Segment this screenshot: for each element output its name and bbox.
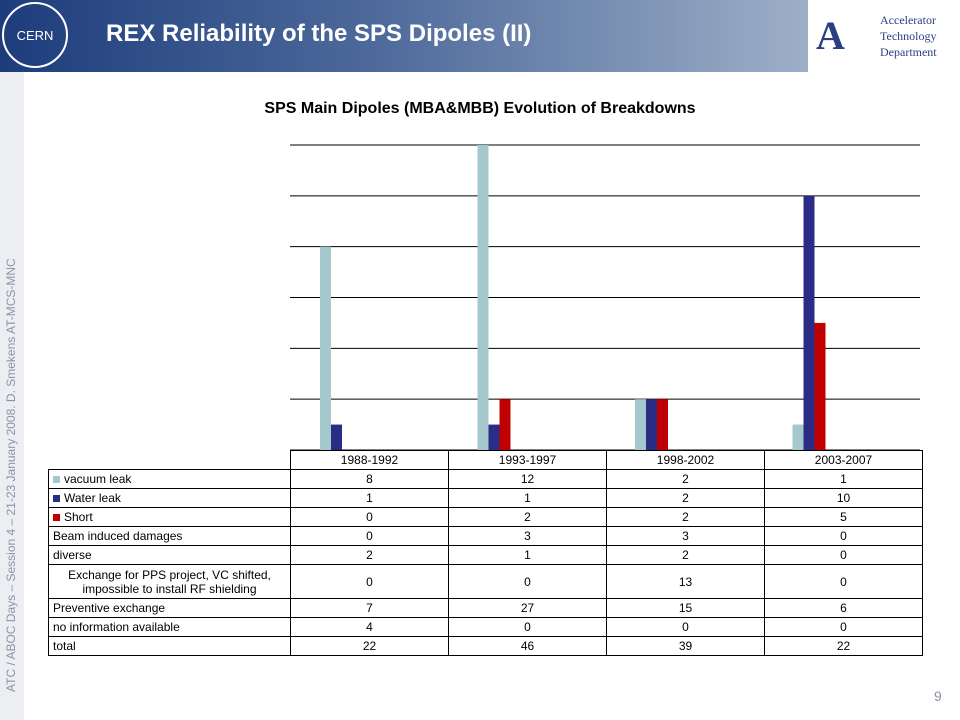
legend-swatch — [53, 495, 60, 502]
bar — [635, 399, 646, 450]
category-label: 1998-2002 — [606, 450, 765, 470]
row-label-cell: Beam induced damages — [48, 526, 291, 546]
table-header: 1988-1992 1993-1997 1998-2002 2003-2007 — [48, 450, 923, 470]
table-value: 2 — [290, 545, 449, 565]
table-value: 0 — [290, 564, 449, 599]
page-number: 9 — [934, 688, 942, 704]
row-label-cell: vacuum leak — [48, 469, 291, 489]
department-name: Accelerator Technology Department — [880, 13, 937, 59]
legend-label: vacuum leak — [64, 472, 132, 486]
category-label: 2003-2007 — [764, 450, 923, 470]
department-logo: A Accelerator Technology Department — [808, 0, 960, 72]
legend-label: Water leak — [64, 491, 121, 505]
legend-label: Beam induced damages — [53, 529, 183, 543]
table-value: 2 — [606, 507, 765, 527]
row-label-cell: Short — [48, 507, 291, 527]
table-value: 22 — [290, 636, 449, 656]
table-value: 0 — [290, 526, 449, 546]
table-value: 0 — [448, 617, 607, 637]
table-value: 2 — [606, 545, 765, 565]
table-value: 5 — [764, 507, 923, 527]
category-label: 1993-1997 — [448, 450, 607, 470]
blank-cell — [48, 450, 291, 470]
table-value: 0 — [606, 617, 765, 637]
bar — [488, 424, 500, 450]
table-value: 1 — [290, 488, 449, 508]
table-value: 0 — [764, 564, 923, 599]
legend-label: total — [53, 639, 76, 653]
table-value: 7 — [290, 598, 449, 618]
row-label-cell: Preventive exchange — [48, 598, 291, 618]
legend-label: Short — [64, 510, 93, 524]
table-row: no information available 4 0 0 0 — [48, 617, 923, 637]
bar — [792, 424, 804, 450]
table-value: 2 — [606, 488, 765, 508]
legend-label: no information available — [53, 620, 180, 634]
legend-swatch — [53, 476, 60, 483]
table-value: 0 — [764, 617, 923, 637]
table-value: 6 — [764, 598, 923, 618]
data-table: 1988-1992 1993-1997 1998-2002 2003-2007 vacu… — [48, 450, 923, 656]
row-label-cell: Exchange for PPS project, VC shifted, im… — [48, 564, 291, 599]
slide-title: REX Reliability of the SPS Dipoles (II) — [106, 20, 532, 47]
table-row: diverse 2 1 2 0 — [48, 545, 923, 565]
table-row: Preventive exchange 7 27 15 6 — [48, 598, 923, 618]
table-value: 1 — [764, 469, 923, 489]
table-value: 39 — [606, 636, 765, 656]
table-value: 2 — [448, 507, 607, 527]
table-value: 0 — [448, 564, 607, 599]
category-label: 1988-1992 — [290, 450, 449, 470]
table-value: 15 — [606, 598, 765, 618]
table-value: 13 — [606, 564, 765, 599]
bar — [803, 195, 815, 450]
table-value: 12 — [448, 469, 607, 489]
table-row: Beam induced damages 0 3 3 0 — [48, 526, 923, 546]
table-value: 8 — [290, 469, 449, 489]
bar — [646, 399, 657, 450]
table-row: total 22 46 39 22 — [48, 636, 923, 656]
side-bar: ATC / ABOC Days – Session 4 – 21-23 Janu… — [0, 72, 24, 720]
table-row: Short 0 2 2 5 — [48, 507, 923, 527]
bar — [477, 145, 489, 450]
table-value: 4 — [290, 617, 449, 637]
bar — [320, 246, 331, 450]
table-value: 1 — [448, 545, 607, 565]
table-value: 10 — [764, 488, 923, 508]
table-value: 46 — [448, 636, 607, 656]
row-label-cell: total — [48, 636, 291, 656]
logo: CERN — [2, 2, 68, 68]
table-value: 0 — [764, 545, 923, 565]
table-value: 0 — [764, 526, 923, 546]
table-row: Water leak 1 1 2 10 — [48, 488, 923, 508]
chart-title: SPS Main Dipoles (MBA&MBB) Evolution of … — [264, 100, 696, 117]
table-value: 22 — [764, 636, 923, 656]
bar — [331, 424, 342, 450]
header-banner — [0, 0, 960, 72]
legend-label: Exchange for PPS project, VC shifted, im… — [68, 567, 271, 596]
table-value: 1 — [448, 488, 607, 508]
row-label-cell: diverse — [48, 545, 291, 565]
legend-label: Preventive exchange — [53, 601, 166, 615]
table-row: vacuum leak 8 12 2 1 — [48, 469, 923, 489]
table-value: 2 — [606, 469, 765, 489]
table-value: 3 — [606, 526, 765, 546]
bar — [657, 399, 668, 450]
bar — [499, 399, 511, 450]
legend-swatch — [53, 514, 60, 521]
table-value: 27 — [448, 598, 607, 618]
row-label-cell: no information available — [48, 617, 291, 637]
legend-label: diverse — [53, 548, 92, 562]
row-label-cell: Water leak — [48, 488, 291, 508]
table-row: Exchange for PPS project, VC shifted, im… — [48, 564, 923, 599]
table-value: 3 — [448, 526, 607, 546]
table-value: 0 — [290, 507, 449, 527]
bar — [814, 322, 826, 450]
